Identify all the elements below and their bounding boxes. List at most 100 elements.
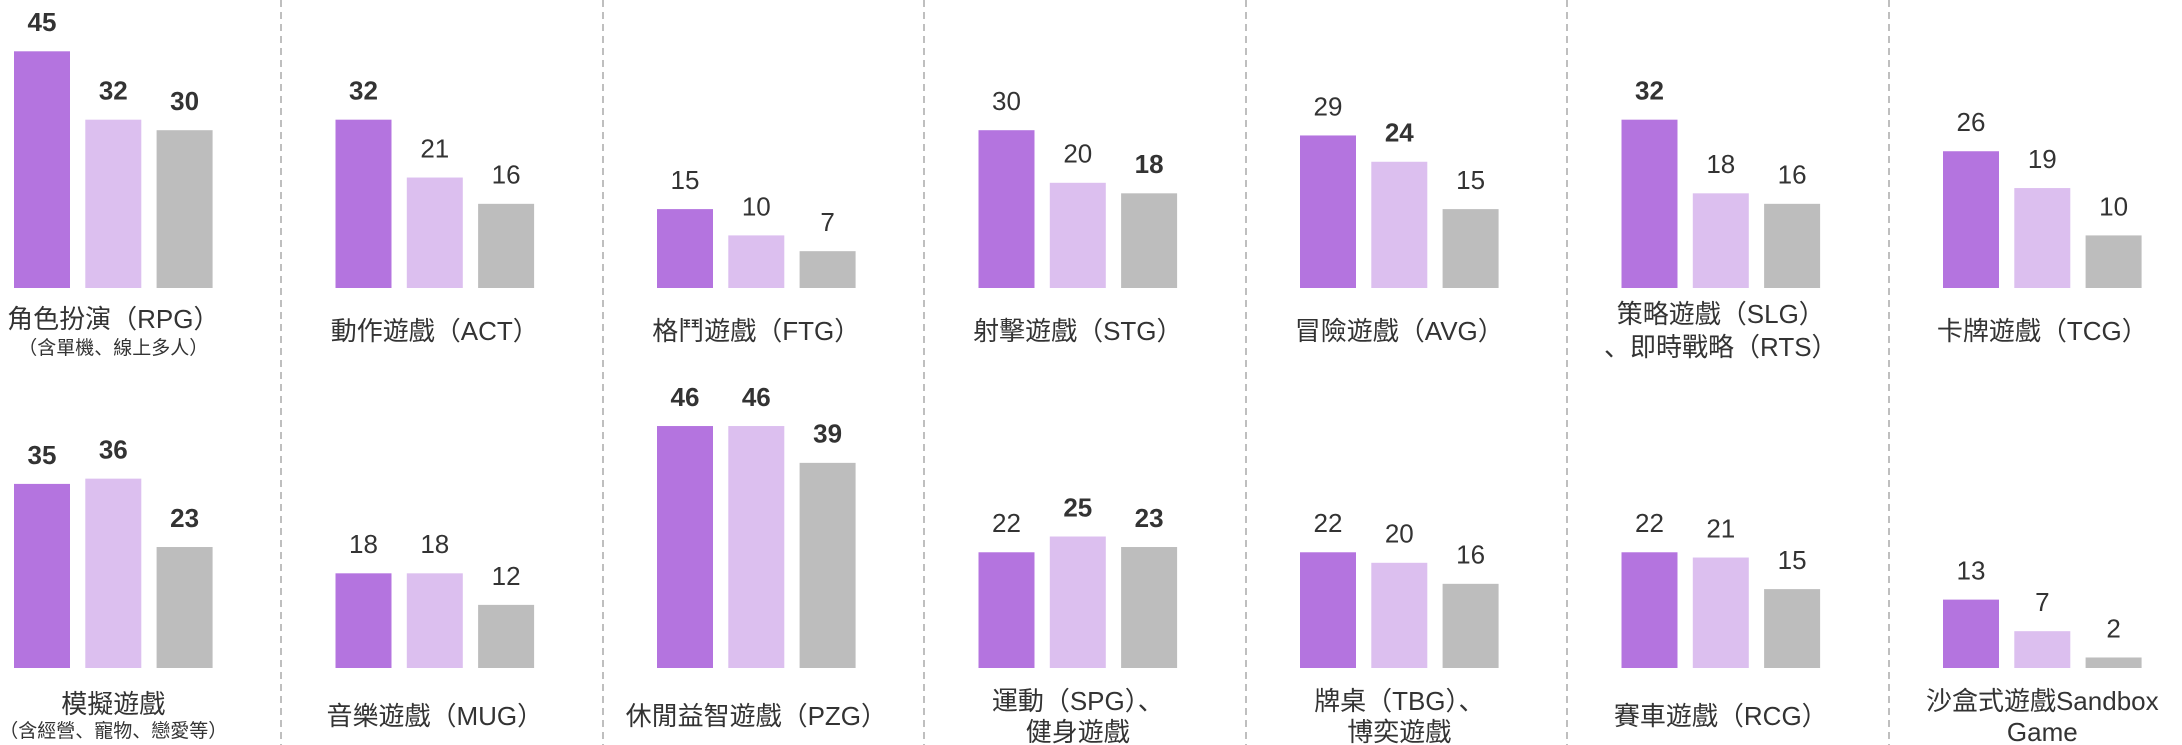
category-label: 賽車遊戲（RCG） <box>1614 701 1828 731</box>
category-label: 模擬遊戲 <box>61 689 165 719</box>
category-label: 健身遊戲 <box>1026 717 1130 745</box>
bar <box>1300 135 1356 288</box>
value-label: 46 <box>671 382 700 412</box>
value-label: 18 <box>349 529 378 559</box>
bar <box>978 552 1035 668</box>
bar <box>799 462 856 668</box>
value-label: 15 <box>671 165 700 195</box>
bar <box>728 235 785 288</box>
bar <box>1442 583 1499 668</box>
value-label: 23 <box>170 503 199 533</box>
bar <box>478 203 535 288</box>
bar <box>1943 151 1999 288</box>
category-label: 卡牌遊戲（TCG） <box>1937 316 2148 346</box>
value-label: 10 <box>2099 191 2128 221</box>
bar <box>1692 193 1749 288</box>
bar <box>657 426 713 668</box>
bar <box>1943 599 1999 668</box>
bar <box>799 251 856 288</box>
bar <box>1692 557 1749 668</box>
bar <box>1371 161 1428 288</box>
value-label: 32 <box>349 76 378 106</box>
value-label: 45 <box>28 7 57 37</box>
bar <box>1621 119 1678 289</box>
value-label: 29 <box>1314 91 1343 121</box>
value-label: 30 <box>170 86 199 116</box>
value-label: 25 <box>1063 492 1092 522</box>
category-label: 策略遊戲（SLG） <box>1617 299 1825 329</box>
category-label: 休閒益智遊戲（PZG） <box>626 701 887 731</box>
bar <box>156 547 213 668</box>
bar <box>2085 235 2142 288</box>
bar <box>335 573 392 668</box>
category-label: 射擊遊戲（STG） <box>973 316 1182 346</box>
value-label: 32 <box>1635 76 1664 106</box>
value-label: 22 <box>992 508 1021 538</box>
value-label: 20 <box>1385 519 1414 549</box>
category-label: 動作遊戲（ACT） <box>331 316 539 346</box>
value-label: 32 <box>99 76 128 106</box>
bar <box>1442 209 1499 288</box>
bar <box>2085 657 2142 668</box>
bar <box>478 604 535 668</box>
value-label: 12 <box>492 561 521 591</box>
bar <box>406 177 463 288</box>
category-sublabel: （含經營、寵物、戀愛等） <box>0 720 227 742</box>
category-sublabel: （含單機、線上多人） <box>18 337 208 359</box>
category-label: 運動（SPG）、 <box>992 686 1164 716</box>
bar <box>1300 552 1356 668</box>
value-label: 36 <box>99 435 128 465</box>
separators <box>280 0 1890 745</box>
value-label: 19 <box>2028 144 2057 174</box>
value-label: 23 <box>1135 503 1164 533</box>
value-label: 16 <box>492 160 521 190</box>
value-label: 21 <box>420 133 449 163</box>
value-label: 22 <box>1635 508 1664 538</box>
value-label: 18 <box>1706 149 1735 179</box>
bar <box>1764 589 1821 668</box>
value-label: 24 <box>1385 118 1414 148</box>
bar <box>728 426 785 668</box>
category-label: 格鬥遊戲（FTG） <box>652 316 860 346</box>
value-label: 15 <box>1456 165 1485 195</box>
value-label: 18 <box>420 529 449 559</box>
bar <box>14 51 70 288</box>
bar <box>156 130 213 288</box>
bar <box>85 478 142 668</box>
bar <box>978 130 1035 288</box>
bar <box>1764 203 1821 288</box>
value-label: 39 <box>813 419 842 449</box>
value-label: 10 <box>742 191 771 221</box>
bar <box>85 119 142 289</box>
bar <box>1049 182 1106 288</box>
bar <box>14 483 70 668</box>
value-label: 22 <box>1314 508 1343 538</box>
bar <box>1621 552 1678 668</box>
value-label: 26 <box>1957 107 1986 137</box>
bar <box>1371 562 1428 668</box>
bar <box>406 573 463 668</box>
category-label: 沙盒式遊戲Sandbox <box>1926 686 2159 716</box>
bar <box>1049 536 1106 668</box>
bar <box>657 209 713 288</box>
bar <box>2014 631 2071 668</box>
category-label: 冒險遊戲（AVG） <box>1295 316 1504 346</box>
category-label: 角色扮演（RPG） <box>7 304 219 334</box>
bar <box>1121 547 1178 668</box>
category-label: 博奕遊戲 <box>1347 717 1451 745</box>
value-label: 30 <box>992 86 1021 116</box>
bar <box>1121 193 1178 288</box>
value-label: 15 <box>1778 545 1807 575</box>
value-label: 46 <box>742 382 771 412</box>
category-label: 牌桌（TBG）、 <box>1314 686 1484 716</box>
value-label: 7 <box>820 207 834 237</box>
bar <box>2014 188 2071 288</box>
value-label: 21 <box>1706 513 1735 543</box>
bar <box>335 119 392 289</box>
value-label: 35 <box>28 440 57 470</box>
value-label: 7 <box>2035 587 2049 617</box>
value-label: 16 <box>1778 160 1807 190</box>
value-label: 20 <box>1063 139 1092 169</box>
value-label: 2 <box>2106 613 2120 643</box>
